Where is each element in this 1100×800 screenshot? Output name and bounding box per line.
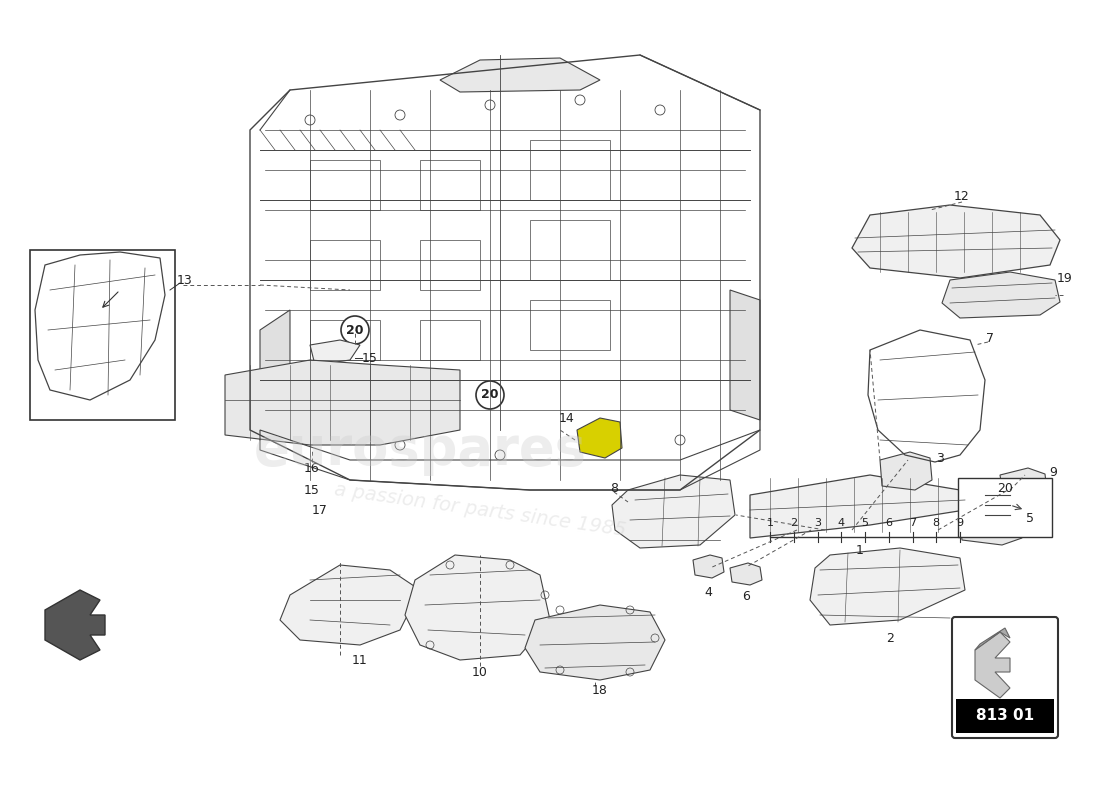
Text: 2: 2 — [790, 518, 798, 528]
Polygon shape — [260, 310, 290, 440]
Polygon shape — [1000, 468, 1047, 498]
Polygon shape — [975, 628, 1010, 650]
Text: 13: 13 — [177, 274, 192, 286]
Text: a passion for parts since 1985: a passion for parts since 1985 — [333, 480, 627, 540]
Polygon shape — [852, 205, 1060, 278]
FancyBboxPatch shape — [956, 699, 1054, 733]
Polygon shape — [226, 360, 460, 445]
Text: 5: 5 — [1026, 511, 1034, 525]
Text: 17: 17 — [312, 503, 328, 517]
Polygon shape — [960, 512, 1022, 545]
Bar — [530, 140, 610, 200]
Polygon shape — [942, 272, 1060, 318]
Text: 12: 12 — [954, 190, 970, 202]
Polygon shape — [578, 418, 621, 458]
Text: 10: 10 — [472, 666, 488, 678]
Text: 16: 16 — [304, 462, 320, 474]
Text: 8: 8 — [933, 518, 939, 528]
Polygon shape — [280, 565, 420, 645]
Polygon shape — [730, 290, 760, 420]
Text: 6: 6 — [886, 518, 892, 528]
Text: 15: 15 — [362, 351, 378, 365]
Bar — [310, 160, 380, 210]
Bar — [420, 320, 480, 360]
Polygon shape — [880, 452, 932, 490]
Bar — [420, 240, 480, 290]
Text: 20: 20 — [482, 389, 498, 402]
Text: 4: 4 — [838, 518, 845, 528]
Circle shape — [341, 316, 368, 344]
Polygon shape — [310, 340, 360, 365]
Text: 1: 1 — [767, 518, 773, 528]
Text: 4: 4 — [704, 586, 712, 598]
Text: 14: 14 — [559, 411, 575, 425]
Text: 7: 7 — [986, 331, 994, 345]
Text: 9: 9 — [1049, 466, 1057, 478]
Bar — [530, 220, 610, 280]
Text: 9: 9 — [956, 518, 964, 528]
Text: 1: 1 — [856, 543, 864, 557]
Text: 11: 11 — [352, 654, 367, 666]
Bar — [530, 300, 610, 350]
Text: 6: 6 — [742, 590, 750, 603]
Text: 7: 7 — [909, 518, 916, 528]
Text: 813 01: 813 01 — [976, 709, 1034, 723]
Circle shape — [476, 381, 504, 409]
FancyBboxPatch shape — [958, 478, 1052, 537]
Polygon shape — [750, 475, 965, 538]
Text: 15: 15 — [304, 483, 320, 497]
FancyBboxPatch shape — [952, 617, 1058, 738]
Polygon shape — [405, 555, 550, 660]
Bar — [310, 320, 380, 360]
Text: 19: 19 — [1057, 271, 1072, 285]
Polygon shape — [440, 58, 600, 92]
Polygon shape — [525, 605, 666, 680]
Bar — [420, 160, 480, 210]
Polygon shape — [45, 590, 104, 660]
Text: 3: 3 — [936, 451, 944, 465]
Bar — [310, 240, 380, 290]
Text: 8: 8 — [610, 482, 618, 494]
Text: 3: 3 — [814, 518, 821, 528]
Text: 2: 2 — [887, 631, 894, 645]
Text: eurospares: eurospares — [253, 424, 586, 476]
Polygon shape — [693, 555, 724, 578]
Polygon shape — [810, 548, 965, 625]
Text: 18: 18 — [592, 683, 608, 697]
Polygon shape — [612, 475, 735, 548]
Text: 5: 5 — [861, 518, 869, 528]
Polygon shape — [975, 632, 1010, 698]
Polygon shape — [730, 563, 762, 585]
Text: 20: 20 — [346, 323, 364, 337]
Text: 20: 20 — [997, 482, 1013, 494]
